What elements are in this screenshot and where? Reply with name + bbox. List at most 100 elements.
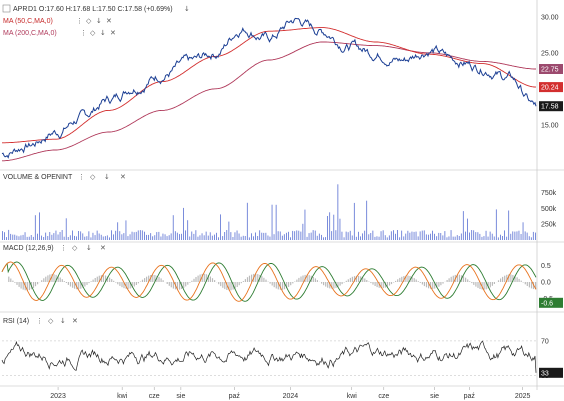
volume-bar	[286, 232, 287, 240]
x-tick-label: 2024	[283, 393, 299, 400]
macd-hist-bar	[158, 276, 160, 282]
volume-bar	[395, 233, 396, 240]
dots-icon[interactable]: ⋮	[78, 173, 85, 181]
close-icon[interactable]: ✕	[106, 17, 112, 25]
dots-icon[interactable]: ⋮	[36, 317, 43, 325]
arrow-down-icon[interactable]: ↓	[104, 173, 110, 181]
macd-hist-bar	[117, 282, 119, 285]
dots-icon[interactable]: ⋮	[76, 17, 83, 25]
volume-bar	[409, 232, 411, 240]
volume-bar	[189, 236, 191, 240]
macd-hist-bar	[8, 276, 10, 282]
volume-bar	[57, 234, 59, 240]
collapse-icon[interactable]: ◇	[48, 317, 54, 325]
volume-bar	[434, 233, 435, 240]
volume-bar	[465, 231, 466, 240]
macd-hist-bar	[109, 277, 111, 282]
volume-bar	[172, 215, 174, 240]
volume-bar	[325, 237, 326, 240]
volume-bar	[115, 230, 117, 240]
volume-bar	[337, 184, 339, 240]
macd-hist-bar	[528, 282, 530, 288]
macd-hist-bar	[325, 282, 327, 287]
macd-hist-bar	[308, 275, 310, 282]
y-tick-label: 500k	[541, 206, 557, 213]
volume-bar	[131, 231, 133, 240]
x-tick-label: kwi	[117, 393, 128, 400]
arrow-down-icon[interactable]: ↓	[60, 317, 66, 325]
volume-bar	[413, 231, 415, 240]
volume-bar	[318, 233, 320, 240]
close-icon[interactable]: ✕	[100, 244, 106, 252]
macd-hist-bar	[386, 282, 388, 287]
macd-hist-bar	[84, 282, 86, 287]
macd-hist-bar	[516, 277, 518, 282]
volume-bar	[432, 230, 433, 240]
volume-bar	[253, 236, 254, 240]
macd-hist-bar	[123, 282, 125, 289]
macd-hist-bar	[127, 282, 129, 289]
close-icon[interactable]: ✕	[110, 29, 116, 37]
volume-bar	[479, 233, 481, 240]
macd-hist-bar	[339, 282, 341, 286]
arrow-down-icon[interactable]: ↓	[184, 5, 190, 13]
collapse-icon[interactable]: ◇	[90, 29, 96, 37]
volume-bar	[49, 232, 51, 240]
volume-bar	[300, 231, 302, 240]
volume-bar	[224, 232, 226, 240]
arrow-down-icon[interactable]: ↓	[96, 17, 102, 25]
macd-hist-bar	[255, 273, 257, 282]
volume-bar	[259, 230, 261, 240]
legend-color-box[interactable]	[2, 4, 11, 13]
volume-bar	[530, 237, 532, 240]
volume-bar	[187, 220, 189, 240]
x-axis-ticks: 2023 kwi cze sie paź 2024 kwi cze sie paź 2025	[50, 387, 531, 400]
volume-bar	[160, 236, 162, 240]
macd-hist-bar	[321, 282, 323, 284]
volume-bar	[353, 202, 355, 240]
volume-bar	[366, 200, 368, 240]
macd-hist-bar	[362, 277, 364, 282]
collapse-icon[interactable]: ◇	[86, 17, 92, 25]
volume-bar	[493, 236, 495, 240]
close-icon[interactable]: ✕	[72, 317, 78, 325]
volume-bar	[411, 231, 413, 240]
x-tick-label: sie	[430, 393, 439, 400]
volume-bar	[419, 231, 421, 240]
macd-hist-bar	[218, 282, 220, 285]
macd-hist-bar	[290, 282, 292, 286]
dots-icon[interactable]: ⋮	[80, 29, 87, 37]
macd-hist-bar	[211, 278, 214, 282]
macd-hist-bar	[423, 282, 425, 287]
volume-bar	[323, 237, 324, 240]
volume-legend: VOLUME & OPENINT ⋮ ◇ ↓ ✕	[3, 173, 126, 181]
volume-bar	[454, 236, 456, 240]
main-title: APR	[13, 6, 27, 13]
grid-lines	[0, 0, 564, 390]
volume-bar	[467, 218, 468, 240]
volume-bar	[37, 233, 38, 240]
macd-hist-bar	[230, 282, 232, 291]
volume-bar	[415, 231, 417, 240]
close-icon[interactable]: ✕	[120, 173, 126, 181]
macd-hist-bar	[405, 275, 407, 282]
collapse-icon[interactable]: ◇	[90, 173, 96, 181]
volume-bar	[201, 233, 203, 240]
dots-icon[interactable]: ⋮	[60, 244, 67, 252]
volume-bar	[304, 209, 306, 240]
volume-bar	[59, 232, 61, 240]
macd-hist-bar	[271, 282, 273, 286]
macd-hist-bar	[94, 278, 96, 282]
volume-bar	[475, 232, 477, 240]
arrow-down-icon[interactable]: ↓	[86, 244, 92, 252]
macd-hist-bar	[469, 281, 471, 282]
volume-bar	[218, 237, 219, 240]
volume-bar	[399, 237, 401, 240]
collapse-icon[interactable]: ◇	[72, 244, 78, 252]
volume-bar	[111, 230, 112, 240]
macd-hist-bar	[263, 277, 265, 282]
ma50-label: MA (50,C,MA,0)	[3, 18, 53, 25]
arrow-down-icon[interactable]: ↓	[100, 29, 106, 37]
value-tag	[539, 367, 563, 378]
volume-bar	[104, 236, 106, 240]
